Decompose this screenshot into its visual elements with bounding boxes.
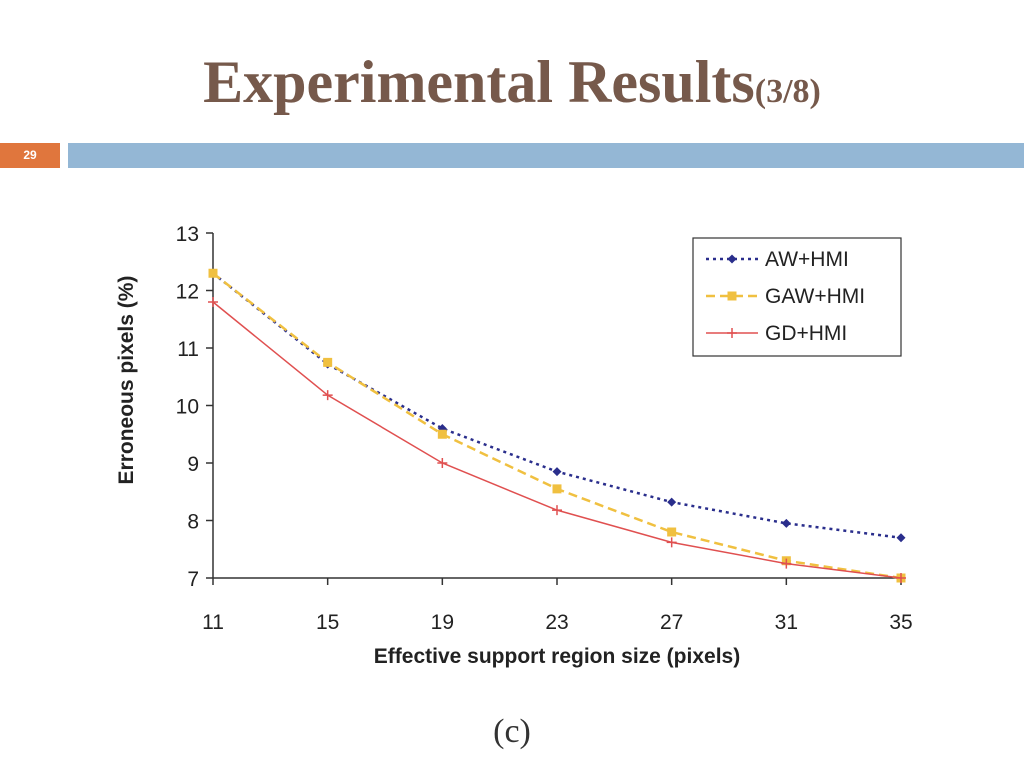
data-point bbox=[437, 458, 448, 468]
data-point bbox=[552, 467, 562, 477]
x-tick-label: 23 bbox=[545, 611, 568, 634]
data-point bbox=[667, 527, 677, 537]
x-tick-label: 27 bbox=[660, 611, 683, 634]
data-point bbox=[781, 558, 792, 569]
legend-label: AW+HMI bbox=[765, 248, 849, 271]
y-tick-label: 10 bbox=[176, 396, 199, 419]
data-point bbox=[323, 357, 333, 367]
data-point bbox=[667, 497, 677, 507]
data-point bbox=[781, 518, 791, 528]
legend-marker bbox=[727, 291, 737, 301]
x-tick-label: 19 bbox=[431, 611, 454, 634]
y-axis-label: Erroneous pixels (%) bbox=[115, 276, 138, 485]
y-tick-label: 9 bbox=[187, 453, 199, 476]
y-tick-label: 12 bbox=[176, 281, 199, 304]
x-tick-label: 15 bbox=[316, 611, 339, 634]
figure-caption: (c) bbox=[493, 713, 531, 750]
x-tick-label: 35 bbox=[889, 611, 912, 634]
legend-marker bbox=[727, 328, 737, 338]
x-axis-label: Effective support region size (pixels) bbox=[374, 645, 740, 668]
title-divider-bar bbox=[68, 143, 1024, 168]
data-point bbox=[896, 573, 906, 583]
slide-title-suffix: (3/8) bbox=[754, 73, 821, 110]
y-tick-label: 11 bbox=[177, 338, 199, 361]
y-tick-label: 7 bbox=[187, 568, 199, 591]
data-point bbox=[552, 484, 562, 494]
chart-axes: 7 8 9 10 11 12 13 11 15 19 23 27 31 35 bbox=[176, 223, 913, 634]
y-tick-label: 13 bbox=[176, 223, 199, 246]
data-point bbox=[322, 390, 333, 401]
data-point bbox=[208, 297, 218, 307]
x-tick-label: 11 bbox=[202, 611, 224, 634]
x-tick-label: 31 bbox=[775, 611, 798, 634]
data-point bbox=[552, 505, 562, 516]
data-point bbox=[666, 537, 677, 548]
legend-label: GD+HMI bbox=[765, 322, 847, 345]
chart-legend: AW+HMI GAW+HMI GD+HMI bbox=[692, 237, 902, 357]
slide-title-main: Experimental Results bbox=[203, 49, 755, 115]
legend-marker bbox=[727, 254, 737, 264]
y-tick-label: 8 bbox=[187, 511, 199, 534]
legend-label: GAW+HMI bbox=[765, 285, 865, 308]
data-point bbox=[896, 533, 906, 543]
chart-series bbox=[208, 268, 906, 583]
slide-number: 29 bbox=[0, 143, 60, 168]
data-point bbox=[208, 268, 218, 278]
data-point bbox=[437, 429, 447, 439]
slide-title: Experimental Results(3/8) bbox=[0, 48, 1024, 117]
